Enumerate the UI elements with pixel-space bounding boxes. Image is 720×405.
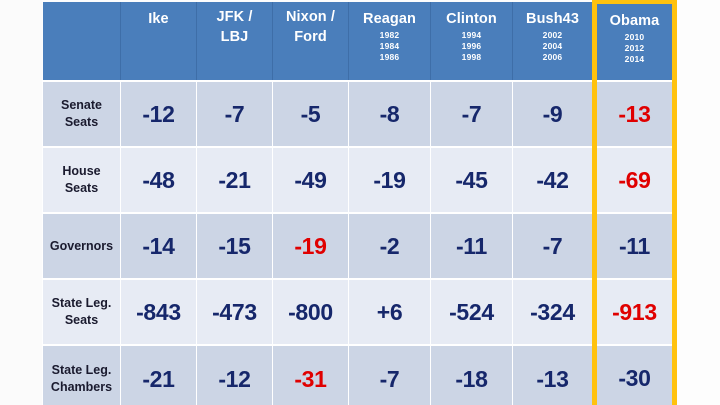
cell-governors-clinton: -11 xyxy=(430,213,513,280)
year-obama-1: 2010 xyxy=(624,32,645,42)
header-col-obama: Obama 2010 2012 2014 xyxy=(592,0,677,82)
table-body: Senate Seats -12 -7 -5 -8 -7 -9 -13 Hous… xyxy=(42,81,677,405)
header-label-nixon: Nixon / xyxy=(285,9,336,25)
year-bush43-3: 2006 xyxy=(542,52,563,62)
header-label-clinton: Clinton xyxy=(446,11,497,27)
cell-governors-bush43: -7 xyxy=(512,213,595,280)
cell-legseats-reagan: +6 xyxy=(348,279,431,346)
cell-governors-reagan: -2 xyxy=(348,213,431,280)
year-obama-3: 2014 xyxy=(624,54,645,64)
header-label-reagan: Reagan xyxy=(363,11,416,27)
cell-legseats-jfk-lbj: -473 xyxy=(196,279,273,346)
row-label-house-seats: House Seats xyxy=(42,147,121,214)
row-label-line2: Seats xyxy=(64,115,99,129)
cell-house-jfk-lbj: -21 xyxy=(196,147,273,214)
row-label-senate-seats: Senate Seats xyxy=(42,81,121,148)
row-label-governors: Governors xyxy=(42,213,121,280)
cell-house-bush43: -42 xyxy=(512,147,595,214)
cell-legseats-bush43: -324 xyxy=(512,279,595,346)
header-row: Ike JFK / LBJ Nixon / Ford Reagan 1982 1… xyxy=(42,0,677,82)
header-label-obama: Obama xyxy=(609,13,660,29)
cell-governors-nixon-ford: -19 xyxy=(272,213,349,280)
cell-senate-nixon-ford: -5 xyxy=(272,81,349,148)
year-bush43-1: 2002 xyxy=(542,30,563,40)
table-row-house-seats: House Seats -48 -21 -49 -19 -45 -42 -69 xyxy=(42,147,677,214)
cell-legseats-clinton: -524 xyxy=(430,279,513,346)
header-label-ike: Ike xyxy=(148,11,169,27)
header-col-jfk-lbj: JFK / LBJ xyxy=(196,2,273,82)
cell-senate-obama: -13 xyxy=(592,81,677,148)
cell-legseats-obama: -913 xyxy=(592,279,677,346)
row-label-state-leg-seats: State Leg. Seats xyxy=(42,279,121,346)
table-row-governors: Governors -14 -15 -19 -2 -11 -7 -11 xyxy=(42,213,677,280)
cell-senate-reagan: -8 xyxy=(348,81,431,148)
year-reagan-3: 1986 xyxy=(379,52,400,62)
cell-legseats-ike: -843 xyxy=(120,279,197,346)
cell-house-clinton: -45 xyxy=(430,147,513,214)
row-label-line1: House xyxy=(62,164,101,178)
header-col-bush43: Bush43 2002 2004 2006 xyxy=(512,2,595,82)
row-label-line1: Governors xyxy=(49,238,114,253)
year-clinton-1: 1994 xyxy=(461,30,482,40)
cell-legchamb-nixon-ford: -31 xyxy=(272,345,349,405)
header-col-clinton: Clinton 1994 1996 1998 xyxy=(430,2,513,82)
header-years-obama: 2010 2012 2014 xyxy=(599,32,670,65)
cell-senate-ike: -12 xyxy=(120,81,197,148)
row-label-line1: Senate xyxy=(61,98,102,112)
row-label-line1: State Leg. xyxy=(51,296,112,310)
header-corner-blank xyxy=(42,2,121,82)
year-reagan-1: 1982 xyxy=(379,30,400,40)
header-years-reagan: 1982 1984 1986 xyxy=(351,30,428,63)
row-label-state-leg-chambers: State Leg. Chambers xyxy=(42,345,121,405)
cell-house-nixon-ford: -49 xyxy=(272,147,349,214)
row-label-line2: Seats xyxy=(64,181,99,195)
year-clinton-2: 1996 xyxy=(461,41,482,51)
midterm-losses-table: Ike JFK / LBJ Nixon / Ford Reagan 1982 1… xyxy=(42,0,677,405)
cell-senate-jfk-lbj: -7 xyxy=(196,81,273,148)
year-reagan-2: 1984 xyxy=(379,41,400,51)
cell-governors-ike: -14 xyxy=(120,213,197,280)
year-clinton-3: 1998 xyxy=(461,52,482,62)
header-col-ike: Ike xyxy=(120,2,197,82)
table-row-state-leg-seats: State Leg. Seats -843 -473 -800 +6 -524 … xyxy=(42,279,677,346)
row-label-line1: State Leg. xyxy=(51,363,112,378)
cell-legchamb-jfk-lbj: -12 xyxy=(196,345,273,405)
header-years-bush43: 2002 2004 2006 xyxy=(515,30,590,63)
header-label-jfk: JFK / xyxy=(216,9,253,25)
year-bush43-2: 2004 xyxy=(542,41,563,51)
cell-house-obama: -69 xyxy=(592,147,677,214)
cell-legchamb-ike: -21 xyxy=(120,345,197,405)
row-label-line2: Chambers xyxy=(50,380,113,395)
cell-house-reagan: -19 xyxy=(348,147,431,214)
row-label-line2: Seats xyxy=(64,313,99,327)
header-col-nixon-ford: Nixon / Ford xyxy=(272,2,349,82)
header-col-reagan: Reagan 1982 1984 1986 xyxy=(348,2,431,82)
cell-governors-obama: -11 xyxy=(592,213,677,280)
table-row-state-leg-chambers: State Leg. Chambers -21 -12 -31 -7 -18 -… xyxy=(42,345,677,405)
header-label-bush43: Bush43 xyxy=(526,11,579,27)
header-label-lbj: LBJ xyxy=(220,29,249,45)
cell-senate-clinton: -7 xyxy=(430,81,513,148)
cell-legseats-nixon-ford: -800 xyxy=(272,279,349,346)
header-label-ford: Ford xyxy=(294,29,327,45)
cell-legchamb-obama: -30 xyxy=(592,345,677,405)
cell-legchamb-reagan: -7 xyxy=(348,345,431,405)
table-row-senate-seats: Senate Seats -12 -7 -5 -8 -7 -9 -13 xyxy=(42,81,677,148)
table-header: Ike JFK / LBJ Nixon / Ford Reagan 1982 1… xyxy=(42,0,677,82)
cell-legchamb-bush43: -13 xyxy=(512,345,595,405)
cell-legchamb-clinton: -18 xyxy=(430,345,513,405)
cell-senate-bush43: -9 xyxy=(512,81,595,148)
year-obama-2: 2012 xyxy=(624,43,645,53)
cell-house-ike: -48 xyxy=(120,147,197,214)
cell-governors-jfk-lbj: -15 xyxy=(196,213,273,280)
header-years-clinton: 1994 1996 1998 xyxy=(433,30,510,63)
slide-left-margin xyxy=(0,0,42,405)
